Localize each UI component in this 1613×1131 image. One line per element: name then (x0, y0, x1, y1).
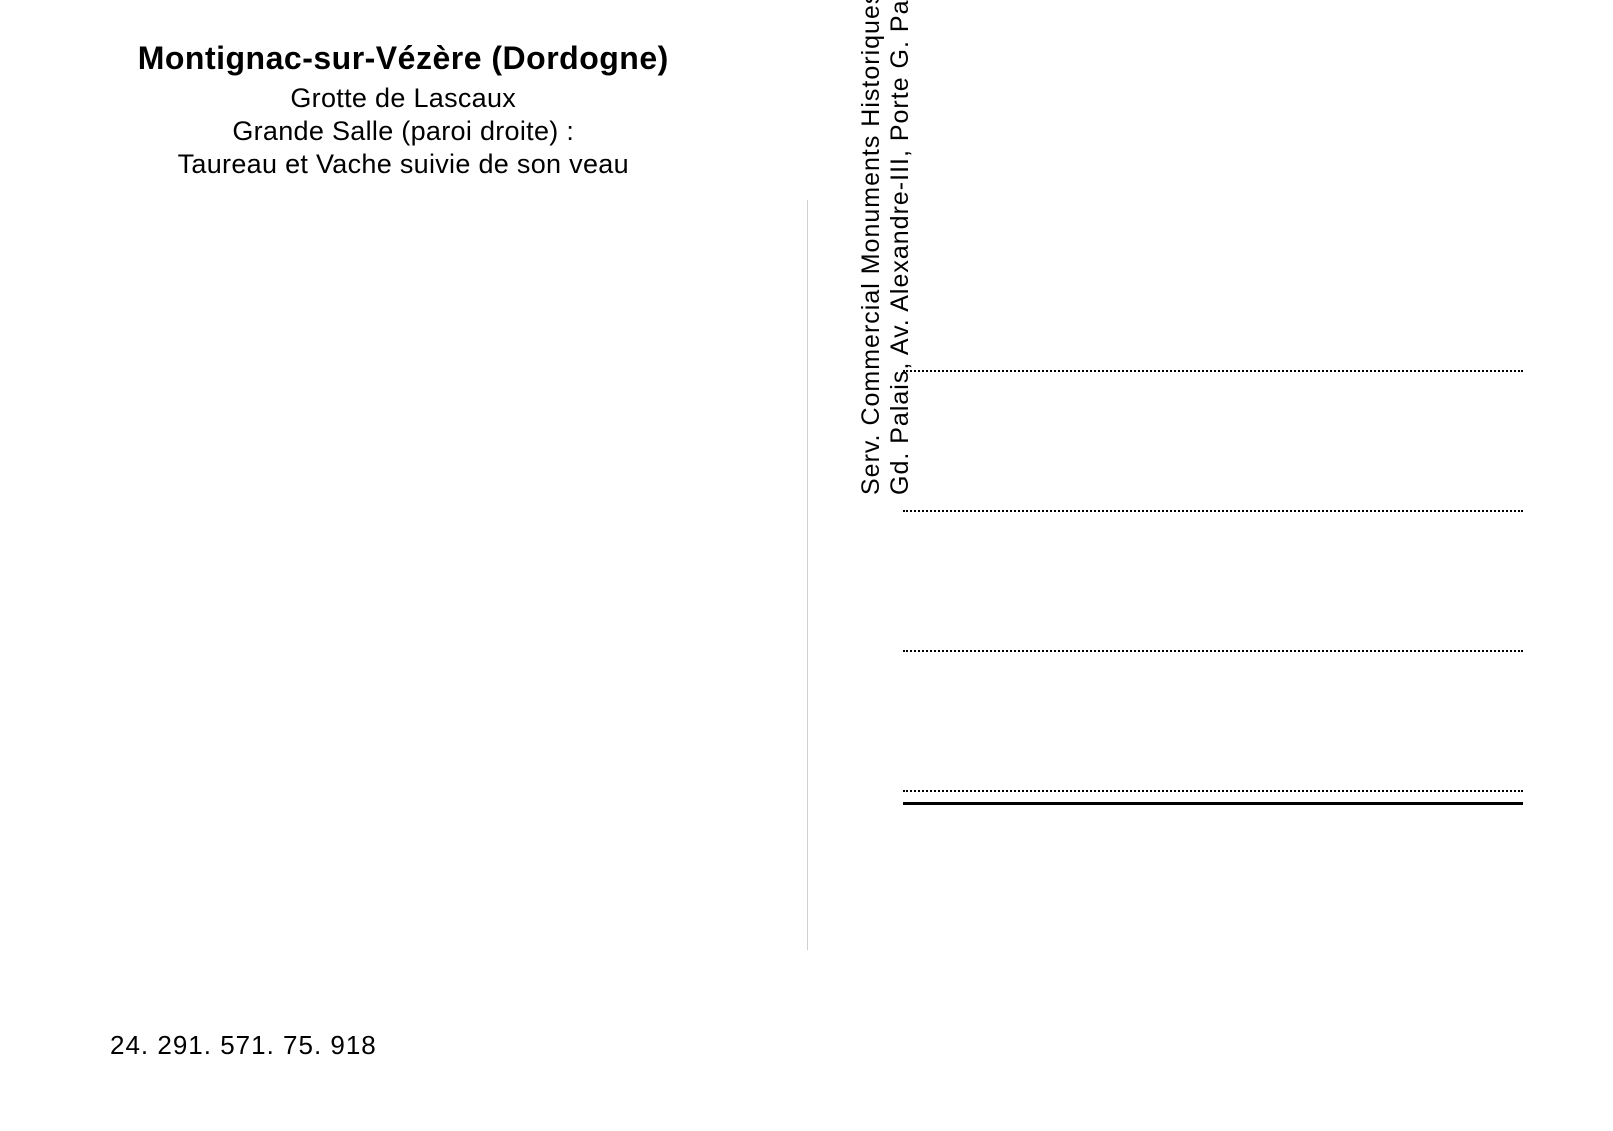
address-line-3 (903, 650, 1523, 652)
caption-line-3: Taureau et Vache suivie de son veau (40, 149, 767, 180)
caption-line-1: Grotte de Lascaux (40, 83, 767, 114)
address-line-2 (903, 510, 1523, 512)
address-lines-group (903, 370, 1523, 792)
caption-line-2: Grande Salle (paroi droite) : (40, 116, 767, 147)
caption-block: Montignac-sur-Vézère (Dordogne) Grotte d… (0, 40, 807, 180)
address-line-1 (903, 370, 1523, 372)
message-side: Montignac-sur-Vézère (Dordogne) Grotte d… (0, 0, 807, 1131)
reference-number: 24. 291. 571. 75. 918 (110, 1030, 377, 1061)
postcard-back: Montignac-sur-Vézère (Dordogne) Grotte d… (0, 0, 1613, 1131)
address-solid-underline (903, 802, 1523, 805)
address-side: Serv. Commercial Monuments Historiques G… (807, 0, 1613, 1131)
publisher-line-1: Serv. Commercial Monuments Historiques (857, 0, 886, 495)
address-line-4 (903, 790, 1523, 792)
location-title: Montignac-sur-Vézère (Dordogne) (40, 40, 767, 77)
